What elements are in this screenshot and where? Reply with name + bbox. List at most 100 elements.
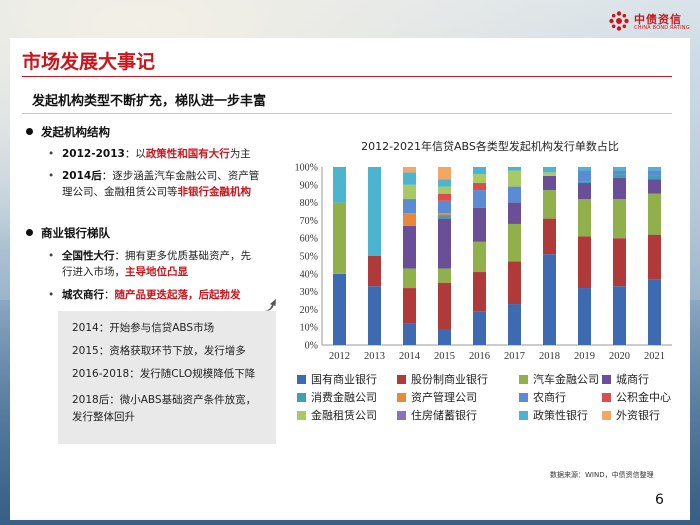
bar-segment xyxy=(438,193,451,201)
callout-box xyxy=(58,311,276,444)
item-text: ：以 xyxy=(124,148,146,160)
item-text: 理公司、金融租赁公司等 xyxy=(62,186,178,198)
item-highlight: 主导地位凸显 xyxy=(125,266,188,278)
bar-segment xyxy=(438,328,451,345)
bar-segment xyxy=(578,167,591,171)
bullet-dot-icon: • xyxy=(48,148,55,160)
callout-arrow-icon xyxy=(265,299,276,312)
bar-segment xyxy=(508,167,521,171)
bar-segment xyxy=(403,213,416,226)
bar-segment xyxy=(648,170,661,176)
bar-segment xyxy=(403,268,416,289)
bar-segment xyxy=(648,167,661,171)
x-tick-label: 2012 xyxy=(329,351,350,362)
bar-segment xyxy=(438,186,451,194)
section-heading-structure: 发起机构结构 xyxy=(26,124,110,140)
item-text: 2014后 xyxy=(62,170,102,182)
top-bar: 中债资信 CHINA BOND RATING xyxy=(0,0,700,38)
section-heading-banks: 商业银行梯队 xyxy=(26,225,110,241)
bar-segment xyxy=(578,181,591,184)
bar-segment xyxy=(403,184,416,200)
bar-segment xyxy=(473,183,486,191)
data-source-note: 数据来源：WIND，中债资信整理 xyxy=(550,471,654,479)
legend-label: 外资银行 xyxy=(616,409,660,422)
legend-swatch xyxy=(297,410,306,420)
item-highlight: 非银行金融机构 xyxy=(177,186,252,198)
chart-title: 2012-2021年信贷ABS各类型发起机构发行单数占比 xyxy=(361,140,619,153)
bullet-dot-icon: • xyxy=(48,289,55,301)
x-tick-label: 2019 xyxy=(574,351,595,362)
bullet-item: • 2012-2013：以政策性和国有大行为主 xyxy=(48,146,251,162)
legend-label: 城商行 xyxy=(616,373,649,386)
legend-swatch xyxy=(397,410,406,420)
callout-line: 2014：开始参与信贷ABS市场 xyxy=(72,322,215,334)
legend-label: 农商行 xyxy=(533,391,566,404)
legend-swatch xyxy=(602,410,611,420)
bar-segment xyxy=(438,268,451,283)
legend-swatch xyxy=(602,392,611,402)
bullet-item-continued: 行进入市场，主导地位凸显 xyxy=(62,264,188,280)
bar-segment xyxy=(543,175,556,191)
bar-segment xyxy=(333,202,346,274)
legend-label: 汽车金融公司 xyxy=(533,373,599,386)
slide-subtitle: 发起机构类型不断扩充，梯队进一步丰富 xyxy=(32,94,267,109)
legend-swatch xyxy=(297,374,306,384)
x-tick-label: 2016 xyxy=(469,351,490,362)
subtitle-divider xyxy=(22,113,672,114)
bar-segment xyxy=(438,179,451,187)
bar-segment xyxy=(438,167,451,180)
callout-line: 2016-2018：发行随CLO规模降低下降 xyxy=(72,368,256,380)
callout-line: 发行整体回升 xyxy=(72,411,135,423)
section-heading-text: 发起机构结构 xyxy=(41,125,110,139)
bar-segment xyxy=(438,218,451,269)
bar-segment xyxy=(403,167,416,173)
item-highlight: 政策性和国有大行 xyxy=(145,148,230,160)
bar-segment xyxy=(473,311,486,345)
logo-text-cn: 中债资信 xyxy=(634,13,682,26)
item-text: 全国性大行 xyxy=(62,250,115,262)
legend-swatch xyxy=(397,392,406,402)
bullet-dot-icon: • xyxy=(48,170,55,182)
bar-segment xyxy=(648,175,661,180)
x-tick-label: 2014 xyxy=(399,351,421,362)
legend-item: 资产管理公司 xyxy=(397,389,477,405)
bar-segment xyxy=(613,170,626,175)
legend-swatch xyxy=(519,392,528,402)
stacked-bar-chart: 0% 10% 20% 30% 40% 50% 60% 70% 80% 90% 100% 2012 201… xyxy=(295,163,672,362)
item-text: 为主 xyxy=(229,148,251,160)
y-tick-label: 10% xyxy=(300,323,318,334)
x-tick-label: 2021 xyxy=(644,351,665,362)
bar-segment xyxy=(438,215,451,219)
bar-segment xyxy=(438,200,451,214)
bar-segment xyxy=(508,202,521,224)
legend-swatch xyxy=(602,374,611,384)
bar-segment xyxy=(613,167,626,171)
legend-item: 政策性银行 xyxy=(519,407,588,423)
bar-segment xyxy=(438,213,451,216)
y-tick-label: 90% xyxy=(300,180,318,191)
bar-segment xyxy=(543,172,556,176)
x-tick-label: 2013 xyxy=(364,351,385,362)
bullet-item: • 城农商行：随产品更迭起落，后起勃发 xyxy=(48,287,241,303)
legend-item: 城商行 xyxy=(602,371,649,387)
legend-label: 消费金融公司 xyxy=(311,391,377,404)
title-divider xyxy=(22,76,672,77)
legend-label: 国有商业银行 xyxy=(311,373,377,386)
company-logo: 中债资信 CHINA BOND RATING xyxy=(608,8,694,38)
logo-mark-icon xyxy=(609,11,629,31)
x-tick-label: 2017 xyxy=(504,351,525,362)
legend-item: 金融租赁公司 xyxy=(297,407,377,423)
bar-segment xyxy=(578,288,591,345)
bar-segment xyxy=(648,234,661,280)
callout-line: 2018后：微小ABS基础资产条件放宽， xyxy=(72,394,257,406)
bar-segment xyxy=(613,199,626,239)
bar-segment xyxy=(543,190,556,219)
bar-segment xyxy=(578,199,591,237)
bar-segment xyxy=(648,279,661,345)
legend-item: 外资银行 xyxy=(602,407,660,423)
y-tick-label: 70% xyxy=(300,216,318,227)
legend-item: 公积金中心 xyxy=(602,389,671,405)
bar-segment xyxy=(508,261,521,305)
legend-label: 金融租赁公司 xyxy=(311,409,377,422)
legend-swatch xyxy=(297,392,306,402)
